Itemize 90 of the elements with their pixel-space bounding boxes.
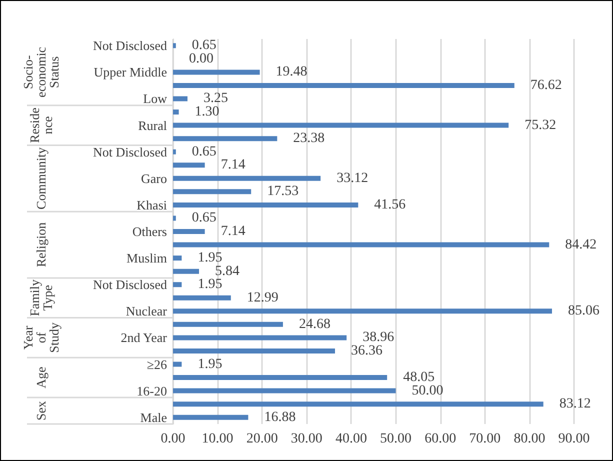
data-label: 23.38 xyxy=(293,131,325,146)
bar xyxy=(173,162,205,168)
data-label: 0.00 xyxy=(189,51,214,66)
y-tick-label: Upper Middle xyxy=(94,64,168,80)
y-tick-label: Khasi xyxy=(136,197,168,212)
text: Socio- economic Status xyxy=(20,46,62,98)
data-label: 24.68 xyxy=(298,316,330,332)
data-label: 7.14 xyxy=(220,224,246,239)
text: Age xyxy=(34,366,48,388)
bar xyxy=(173,96,188,102)
y-tick-label: Muslim xyxy=(126,250,167,266)
bar xyxy=(173,335,347,340)
x-tick-label: 30.00 xyxy=(290,432,322,446)
data-label: 1.95 xyxy=(198,277,222,292)
bar xyxy=(173,202,358,208)
data-label: 41.56 xyxy=(374,197,406,212)
bar xyxy=(173,348,336,354)
data-label: 38.96 xyxy=(362,330,394,346)
bar xyxy=(173,176,321,181)
bar xyxy=(173,256,182,261)
data-label: 0.65 xyxy=(192,210,216,226)
bar xyxy=(173,110,179,115)
data-label: 36.36 xyxy=(351,343,383,358)
x-tick-label: 10.00 xyxy=(202,432,234,446)
y-tick-label: Not Disclosed xyxy=(92,38,168,54)
y-tick-label: 16-20 xyxy=(136,383,167,398)
x-tick-label: 70.00 xyxy=(469,432,501,446)
bar xyxy=(173,216,176,221)
bar xyxy=(173,402,544,407)
y-tick-label: 2nd Year xyxy=(120,330,168,346)
data-label: 0.65 xyxy=(192,144,216,160)
data-label: 19.48 xyxy=(276,64,308,80)
x-tick-label: 60.00 xyxy=(424,432,456,446)
bar xyxy=(173,362,182,367)
data-label: 12.99 xyxy=(246,290,278,306)
bar xyxy=(173,122,509,128)
data-label: 50.00 xyxy=(412,383,444,398)
x-tick-label: 50.00 xyxy=(380,432,412,446)
bar xyxy=(173,414,248,420)
data-label: 1.95 xyxy=(198,250,222,266)
x-tick-label: 20.00 xyxy=(246,432,278,446)
bar xyxy=(173,149,176,154)
data-label: 76.62 xyxy=(530,78,562,93)
y-tick-label: ≥26 xyxy=(146,356,168,372)
bar xyxy=(173,70,260,75)
data-label: 5.84 xyxy=(215,264,240,279)
data-label: 85.06 xyxy=(568,304,600,319)
x-tick-label: 40.00 xyxy=(335,432,367,446)
x-tick-label: 90.00 xyxy=(558,432,590,446)
y-tick-label: Nuclear xyxy=(126,304,168,319)
data-label: 75.32 xyxy=(524,118,556,133)
bar xyxy=(173,282,182,288)
data-label: 16.88 xyxy=(264,410,296,425)
bar xyxy=(173,388,396,394)
text: Religion xyxy=(34,222,48,268)
text: Reside nce xyxy=(27,107,55,143)
text: Family Type xyxy=(27,278,55,316)
data-label: 1.95 xyxy=(198,356,222,372)
bar xyxy=(173,189,252,194)
x-tick-label: 0.00 xyxy=(160,432,186,446)
text: Sex xyxy=(34,400,48,420)
bar xyxy=(173,229,205,234)
bar xyxy=(173,82,514,88)
y-tick-label: Rural xyxy=(138,118,168,133)
y-tick-label: Low xyxy=(143,91,168,106)
y-tick-label: Not Disclosed xyxy=(92,144,168,160)
bar xyxy=(173,136,278,142)
bar xyxy=(173,43,176,48)
data-label: 0.65 xyxy=(192,38,216,54)
y-tick-label: Others xyxy=(132,224,167,239)
data-label: 17.53 xyxy=(267,184,299,200)
data-label: 33.12 xyxy=(336,170,368,186)
bar xyxy=(173,308,552,314)
bar xyxy=(173,295,231,300)
text: Community xyxy=(34,146,48,210)
y-tick-label: Garo xyxy=(141,170,167,186)
bar xyxy=(173,242,550,248)
bar xyxy=(173,375,388,380)
data-label: 3.25 xyxy=(203,91,228,106)
data-label: 1.30 xyxy=(194,104,220,120)
bar xyxy=(173,268,200,274)
y-tick-label: Male xyxy=(140,410,168,425)
data-label: 48.05 xyxy=(403,370,435,386)
x-tick-label: 80.00 xyxy=(514,432,546,446)
bar xyxy=(173,322,283,327)
y-tick-label: Not Disclosed xyxy=(92,277,168,292)
data-label: 83.12 xyxy=(559,396,591,412)
text: Year of Study xyxy=(20,322,62,353)
data-label: 84.42 xyxy=(565,237,597,252)
data-label: 7.14 xyxy=(220,158,246,173)
